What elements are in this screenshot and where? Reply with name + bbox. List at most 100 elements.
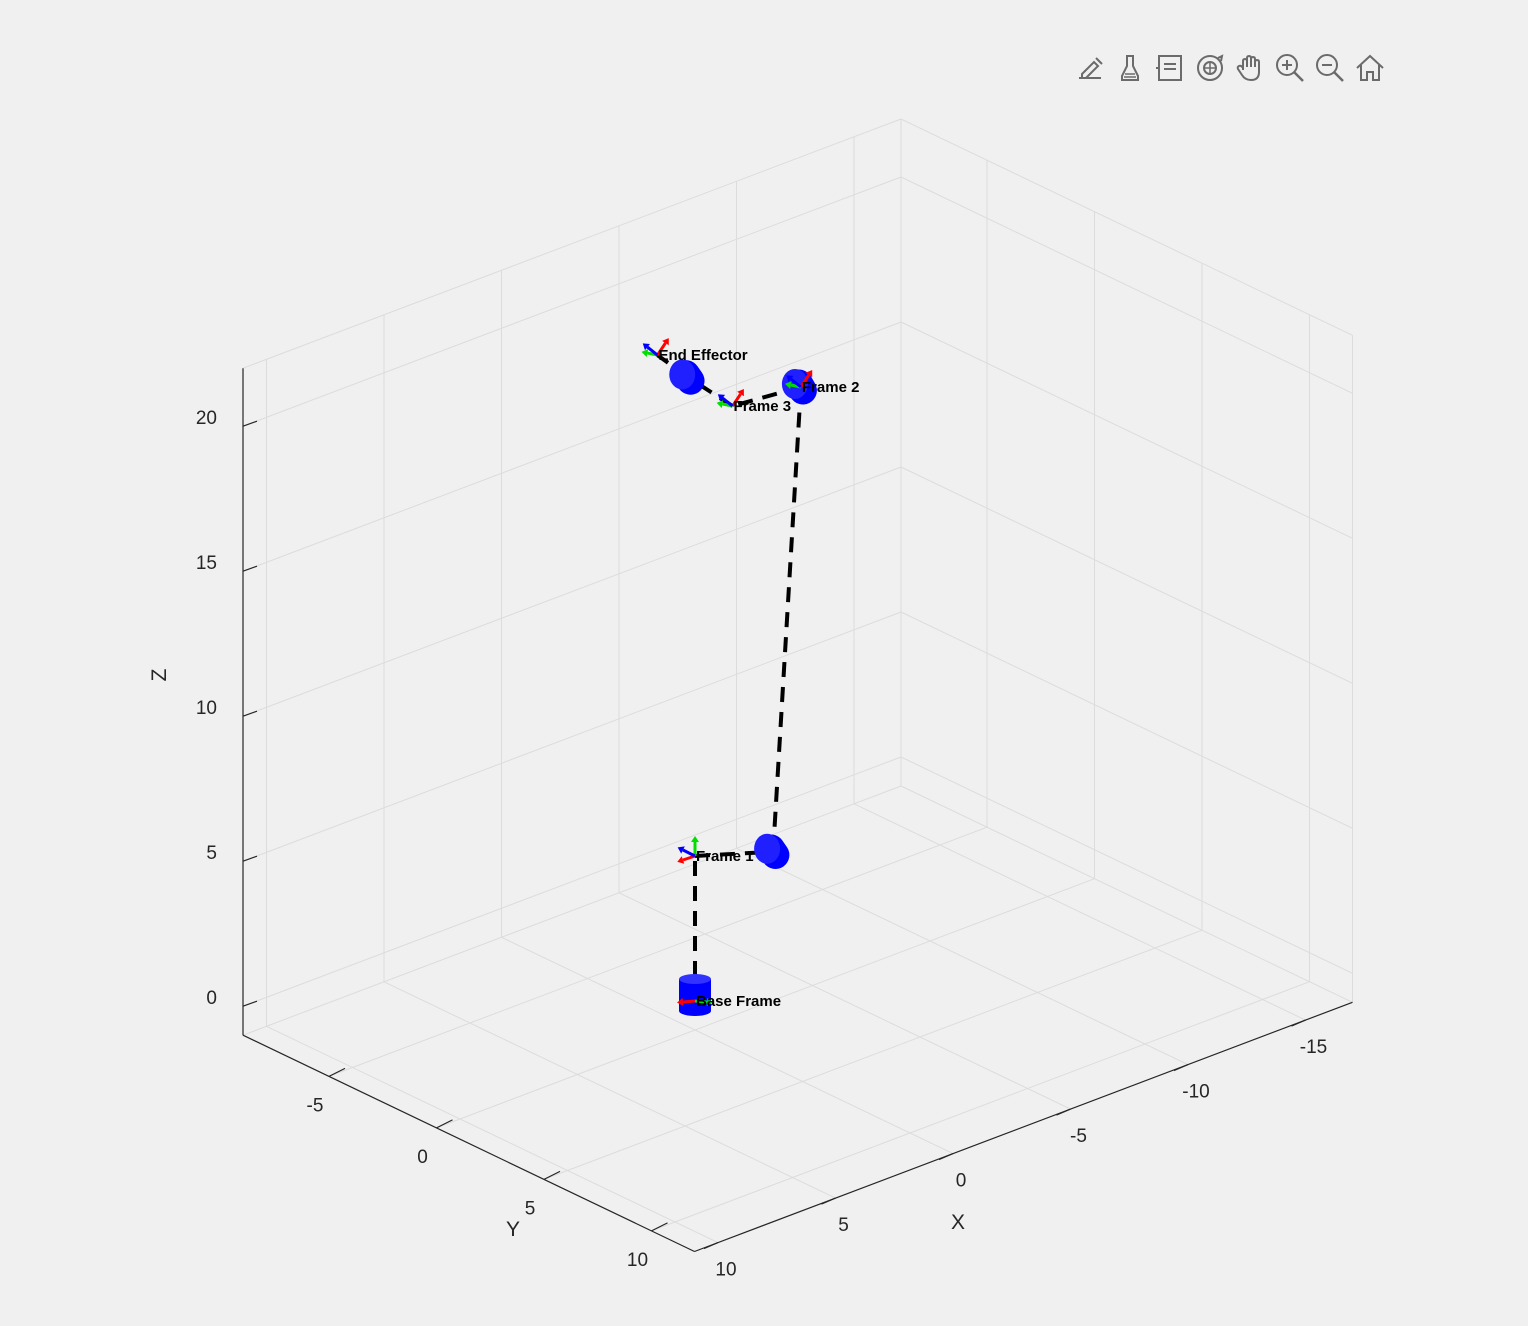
z-tick [242, 1000, 258, 1007]
grid-line [242, 756, 902, 1007]
grid-line [900, 611, 1353, 829]
joint-cap [669, 359, 696, 390]
home-icon [1356, 54, 1384, 81]
data-tips-button[interactable] [1152, 50, 1188, 86]
grid [242, 118, 1353, 1244]
frame-axis-arrow [646, 345, 659, 357]
frame-axis-arrow [721, 396, 734, 408]
brush-icon [1121, 55, 1139, 81]
frame-label: Frame 2 [802, 379, 860, 396]
y-tick [651, 1222, 668, 1232]
zoom-out-button[interactable] [1312, 50, 1348, 86]
x-tick [1173, 1064, 1189, 1072]
grid-line [900, 176, 1353, 394]
frame-arrow-head [691, 836, 699, 842]
robot-links [656, 353, 803, 1001]
hand-icon [1236, 54, 1260, 82]
frame-arrow-head [706, 998, 713, 1006]
grid-line [853, 803, 1306, 1021]
grid-line [651, 981, 1310, 1232]
frame-arrow-head [642, 343, 650, 351]
coordinate-frames [641, 338, 813, 1006]
rotate-3d-button[interactable] [1192, 50, 1228, 86]
x-tick [1056, 1108, 1071, 1116]
grid-line [543, 929, 1203, 1180]
z-tick-label: 20 [196, 408, 217, 429]
z-tick-label: 10 [196, 698, 217, 719]
frame-arrow-head [677, 846, 685, 854]
grid-line [266, 1025, 719, 1244]
data-tips-icon [1156, 55, 1182, 81]
frame-axis-arrow [731, 393, 742, 407]
frame-label: Base Frame [696, 993, 781, 1010]
axes-toolbar [1072, 50, 1388, 86]
x-tick [938, 1153, 954, 1161]
robot-link [694, 849, 774, 858]
frame-triad [677, 998, 713, 1006]
edit-plot-icon [1079, 57, 1103, 79]
grid-line [618, 892, 1071, 1110]
x-tick [821, 1197, 836, 1205]
y-tick [328, 1067, 346, 1077]
frame-arrow-head [716, 400, 724, 408]
frame-arrow-head [785, 381, 792, 389]
zoom-in-icon [1276, 54, 1304, 82]
grid-line [242, 466, 902, 717]
grid-line [501, 936, 954, 1155]
frame-arrow-head [677, 998, 684, 1006]
x-axis-line [694, 1001, 1353, 1253]
y-tick-label: -5 [307, 1095, 324, 1116]
pan-button[interactable] [1232, 50, 1268, 86]
brush-button[interactable] [1112, 50, 1148, 86]
zoom-in-button[interactable] [1272, 50, 1308, 86]
zoom-out-icon [1316, 54, 1344, 82]
frame-axis-arrow [682, 848, 696, 858]
x-tick-label: -5 [1070, 1126, 1087, 1147]
frame-triad [677, 836, 699, 864]
y-tick [436, 1119, 453, 1129]
x-tick-label: 0 [956, 1171, 967, 1192]
z-tick-label: 5 [206, 843, 217, 864]
robot-joints [669, 359, 817, 1016]
x-tick-label: 5 [838, 1215, 849, 1236]
frame-label: Frame 3 [734, 398, 792, 415]
x-tick-label: -10 [1182, 1082, 1209, 1103]
grid-line [900, 466, 1353, 684]
x-tick [703, 1242, 719, 1250]
robot-link [771, 386, 803, 852]
z-tick [242, 855, 258, 862]
frame-arrow-head [805, 370, 813, 378]
frame-arrow-head [717, 394, 726, 402]
rotate-3d-icon [1197, 54, 1224, 81]
grid-line [900, 756, 1353, 974]
z-tick [242, 420, 258, 427]
z-tick [242, 565, 258, 572]
grid-line [383, 981, 836, 1199]
frame-axis-arrow [694, 999, 708, 1004]
y-tick-label: 0 [417, 1147, 428, 1168]
frame-axis-arrow [682, 999, 696, 1004]
box-edge [900, 118, 1353, 336]
joint-base [679, 1006, 711, 1016]
joint-cap [754, 833, 781, 864]
axes-box [242, 368, 1353, 1253]
grid-line [242, 611, 902, 862]
grid-line [328, 826, 988, 1077]
x-tick-label: -15 [1300, 1037, 1327, 1058]
box-edge [242, 785, 902, 1036]
y-tick [543, 1170, 561, 1180]
frame-arrow-head [662, 338, 669, 346]
grid-line [242, 321, 902, 572]
frame-triad [785, 370, 813, 389]
grid-line [900, 321, 1353, 539]
ticks: -15 -10 -5 0 5 10 -5 0 5 10 0 5 10 15 20 [196, 408, 1327, 1280]
restore-view-button[interactable] [1352, 50, 1388, 86]
edit-plot-button[interactable] [1072, 50, 1108, 86]
frame-arrow-head [737, 389, 744, 397]
frame-labels: Base Frame Frame 1 Frame 2 Frame 3 End Effec… [658, 347, 859, 1010]
y-axis-label: Y [506, 1218, 520, 1241]
z-axis-label: Z [148, 668, 171, 681]
frame-arrow-head [641, 349, 649, 358]
